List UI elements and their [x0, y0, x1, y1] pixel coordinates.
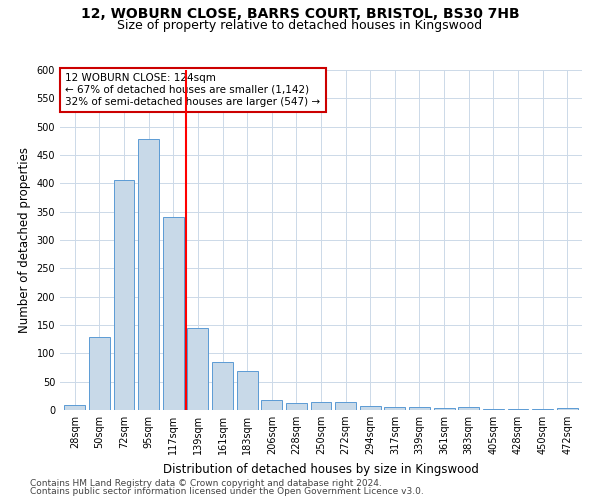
Bar: [458, 407, 479, 410]
Bar: [261, 400, 282, 410]
Bar: [138, 139, 159, 410]
Bar: [187, 328, 208, 410]
Bar: [163, 218, 184, 410]
Bar: [360, 406, 381, 410]
Text: Contains public sector information licensed under the Open Government Licence v3: Contains public sector information licen…: [30, 487, 424, 496]
Bar: [311, 402, 331, 410]
Bar: [508, 409, 529, 410]
Bar: [409, 407, 430, 410]
Bar: [385, 406, 406, 410]
Y-axis label: Number of detached properties: Number of detached properties: [18, 147, 31, 333]
Bar: [434, 408, 455, 410]
Bar: [64, 406, 85, 410]
Bar: [236, 372, 257, 410]
Text: Contains HM Land Registry data © Crown copyright and database right 2024.: Contains HM Land Registry data © Crown c…: [30, 478, 382, 488]
Bar: [286, 403, 307, 410]
Bar: [212, 362, 233, 410]
Bar: [483, 409, 504, 410]
Bar: [557, 408, 578, 410]
Bar: [335, 402, 356, 410]
Text: 12 WOBURN CLOSE: 124sqm
← 67% of detached houses are smaller (1,142)
32% of semi: 12 WOBURN CLOSE: 124sqm ← 67% of detache…: [65, 74, 320, 106]
Text: Size of property relative to detached houses in Kingswood: Size of property relative to detached ho…: [118, 18, 482, 32]
Text: 12, WOBURN CLOSE, BARRS COURT, BRISTOL, BS30 7HB: 12, WOBURN CLOSE, BARRS COURT, BRISTOL, …: [80, 8, 520, 22]
Bar: [113, 180, 134, 410]
Bar: [89, 338, 110, 410]
X-axis label: Distribution of detached houses by size in Kingswood: Distribution of detached houses by size …: [163, 462, 479, 475]
